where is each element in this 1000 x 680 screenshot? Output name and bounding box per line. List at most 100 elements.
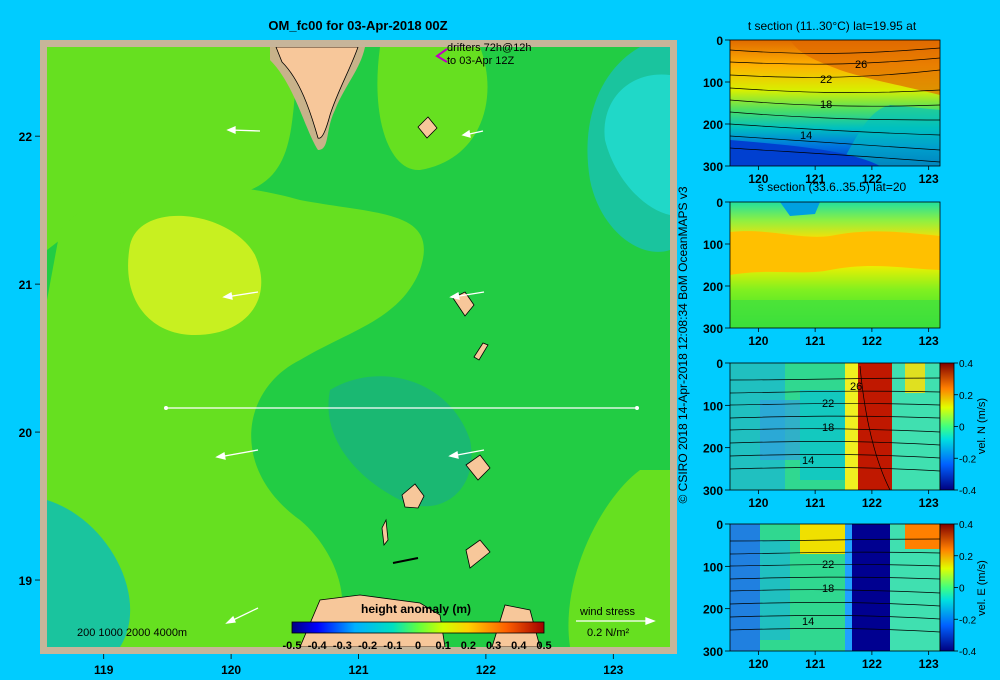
- lon-tick-label: 122: [862, 496, 882, 510]
- lon-tick-label: 120: [748, 657, 768, 671]
- map-x-tick-label: 120: [221, 663, 241, 677]
- section-panel-axes: 0 100 200 300 120 121 122 123 0 100 200 300 120 121 12…: [703, 34, 977, 671]
- colorbar-tick-label: -0.5: [283, 640, 302, 652]
- depth-tick-label: 300: [703, 322, 723, 336]
- wind-stress-arrows: [215, 126, 656, 625]
- vel-e-colorbar-label: vel. E (m/s): [976, 560, 988, 616]
- t-section-title: t section (11..30°C) lat=19.95 at: [748, 19, 917, 33]
- depth-tick-label: 100: [703, 560, 723, 574]
- vel-colorbar-tick-label: -0.4: [959, 647, 977, 658]
- svg-text:18: 18: [820, 99, 832, 111]
- lon-tick-label: 123: [919, 657, 939, 671]
- wind-stress-label: wind stress: [579, 606, 636, 618]
- depth-tick-label: 300: [703, 645, 723, 659]
- vel-colorbar-tick-label: 0.4: [959, 520, 973, 531]
- vel-e-colorbar: [939, 523, 955, 652]
- lon-tick-label: 123: [919, 172, 939, 186]
- luzon-landmass: [299, 594, 446, 647]
- svg-text:18: 18: [822, 583, 834, 595]
- height-anomaly-colorbar: [291, 621, 545, 634]
- colorbar-ticks: -0.5 -0.4 -0.3 -0.2 -0.1 0 0.1 0.2 0.3 0.4 0.5: [283, 640, 552, 652]
- colorbar-tick-label: 0.1: [436, 640, 451, 652]
- credit-text: © CSIRO 2018 14-Apr-2018 12:08:34 BoM Oc…: [676, 186, 690, 504]
- svg-text:14: 14: [802, 455, 814, 467]
- depth-tick-label: 100: [703, 399, 723, 413]
- depth-tick-label: 200: [703, 442, 723, 456]
- svg-text:22: 22: [822, 559, 834, 571]
- svg-text:14: 14: [800, 130, 812, 142]
- svg-text:22: 22: [820, 74, 832, 86]
- lon-tick-label: 123: [919, 334, 939, 348]
- drifter-track: [435, 48, 448, 63]
- vel-colorbar-tick-label: 0: [959, 584, 965, 595]
- depth-tick-label: 200: [703, 603, 723, 617]
- s-section-plot: [730, 202, 940, 328]
- taiwan-landmass: [275, 47, 359, 139]
- wind-stress-units: 0.2 N/m²: [587, 627, 630, 639]
- vel-colorbar-tick-label: 0.2: [959, 552, 973, 563]
- vel-colorbar-tick-label: 0.4: [959, 359, 973, 370]
- map-x-tick-label: 121: [348, 663, 368, 677]
- colorbar-tick-label: 0.4: [511, 640, 527, 652]
- lon-tick-label: 121: [805, 172, 825, 186]
- map-y-tick-label: 20: [19, 426, 33, 440]
- drifters-label-line2: to 03-Apr 12Z: [447, 55, 515, 67]
- depth-tick-label: 300: [703, 484, 723, 498]
- lon-tick-label: 123: [919, 496, 939, 510]
- vel-colorbar-tick-label: 0.2: [959, 391, 973, 402]
- map-y-tick-label: 22: [19, 130, 33, 144]
- svg-text:22: 22: [822, 398, 834, 410]
- colorbar-tick-label: -0.1: [383, 640, 402, 652]
- lon-tick-label: 122: [862, 334, 882, 348]
- depth-tick-label: 100: [703, 76, 723, 90]
- west-high-patch: [128, 215, 262, 335]
- colorbar-tick-label: -0.2: [358, 640, 377, 652]
- map-x-tick-label: 123: [603, 663, 623, 677]
- depth-tick-label: 0: [716, 196, 723, 210]
- colorbar-tick-label: 0: [415, 640, 421, 652]
- vel-e-section-plot: 22 18 14: [730, 524, 940, 651]
- map-x-axis: 119 120 121 122 123: [94, 654, 624, 677]
- lon-tick-label: 122: [862, 172, 882, 186]
- svg-text:26: 26: [855, 59, 867, 71]
- lon-tick-label: 121: [805, 334, 825, 348]
- islands: [381, 116, 491, 569]
- svg-text:26: 26: [850, 381, 862, 393]
- map-title: OM_fc00 for 03-Apr-2018 00Z: [268, 18, 447, 33]
- drifters-label-line1: drifters 72h@12h: [447, 42, 532, 54]
- depth-tick-label: 0: [716, 518, 723, 532]
- lon-tick-label: 120: [748, 334, 768, 348]
- vel-colorbar-tick-label: 0: [959, 423, 965, 434]
- colorbar-tick-label: -0.3: [333, 640, 352, 652]
- map-y-tick-label: 19: [19, 574, 33, 588]
- colorbar-tick-label: -0.4: [308, 640, 328, 652]
- vel-n-colorbar-label: vel. N (m/s): [976, 398, 988, 454]
- lon-tick-label: 120: [748, 172, 768, 186]
- vel-colorbar-tick-label: -0.4: [959, 486, 977, 497]
- vel-n-section-plot: 26 22 18 14: [730, 363, 940, 490]
- colorbar-tick-label: 0.3: [486, 640, 501, 652]
- vel-colorbar-tick-label: -0.2: [959, 615, 977, 626]
- southwest-low-patch: [47, 500, 131, 647]
- vel-colorbar-tick-label: -0.2: [959, 454, 977, 465]
- depth-tick-label: 300: [703, 160, 723, 174]
- map-y-tick-label: 21: [19, 278, 33, 292]
- depth-tick-label: 0: [716, 357, 723, 371]
- svg-text:18: 18: [822, 422, 834, 434]
- lon-tick-label: 120: [748, 496, 768, 510]
- depth-contours-label: 200 1000 2000 4000m: [77, 627, 187, 639]
- colorbar-title: height anomaly (m): [361, 602, 471, 616]
- depth-tick-label: 0: [716, 34, 723, 48]
- map-x-tick-label: 119: [94, 663, 114, 677]
- lon-tick-label: 121: [805, 496, 825, 510]
- colorbar-tick-label: 0.5: [536, 640, 551, 652]
- vel-n-colorbar: [939, 362, 955, 491]
- lon-tick-label: 121: [805, 657, 825, 671]
- svg-text:14: 14: [802, 616, 814, 628]
- map-x-tick-label: 122: [476, 663, 496, 677]
- colorbar-tick-label: 0.2: [461, 640, 476, 652]
- depth-tick-label: 200: [703, 280, 723, 294]
- northeast-low-patch: [604, 74, 670, 215]
